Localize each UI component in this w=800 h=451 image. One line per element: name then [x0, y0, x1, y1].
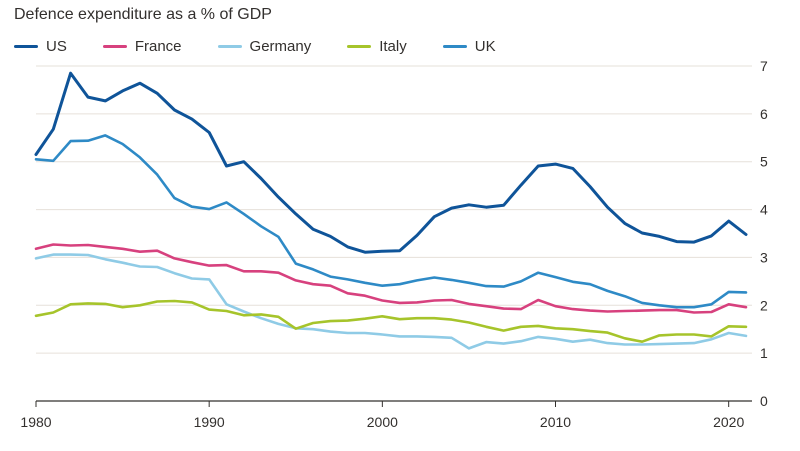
- series-line-france: [34, 243, 748, 314]
- y-tick-label: 7: [760, 58, 768, 74]
- series-lines: [34, 71, 748, 350]
- x-tick-label: 2020: [713, 414, 744, 430]
- legend-item-uk: UK: [442, 38, 496, 55]
- grid-lines: [36, 65, 752, 402]
- y-tick-label: 6: [760, 106, 768, 122]
- legend-label: Germany: [249, 38, 312, 55]
- legend-item-germany: Germany: [217, 38, 312, 55]
- y-tick-label: 2: [760, 297, 768, 313]
- y-tick-label: 0: [760, 393, 768, 409]
- x-tick-label: 2000: [367, 414, 398, 430]
- series-line-italy: [34, 299, 748, 344]
- legend-label: US: [46, 38, 67, 55]
- legend-item-france: France: [102, 38, 182, 55]
- y-tick-label: 4: [760, 202, 768, 218]
- x-tick-label: 1990: [194, 414, 225, 430]
- series-line-uk: [34, 134, 748, 309]
- legend-swatch: [347, 45, 372, 48]
- x-axis: 1980 1990 2000 2010 2020: [20, 401, 744, 430]
- legend-label: Italy: [379, 38, 407, 55]
- x-tick-label: 2010: [540, 414, 571, 430]
- y-tick-label: 3: [760, 249, 768, 265]
- legend-label: UK: [474, 38, 496, 55]
- chart-title: Defence expenditure as a % of GDP: [14, 6, 272, 23]
- y-tick-label: 1: [760, 345, 768, 361]
- y-tick-label: 5: [760, 154, 768, 170]
- legend-swatch: [442, 45, 467, 48]
- legend-swatch: [102, 45, 127, 48]
- x-tick-label: 1980: [20, 414, 51, 430]
- series-line-germany: [34, 253, 748, 350]
- legend-label: France: [134, 38, 182, 55]
- y-axis-labels: 0 1 2 3 4 5 6 7: [760, 58, 768, 409]
- legend-item-italy: Italy: [347, 38, 407, 55]
- legend-swatch: [14, 45, 38, 48]
- series-line-us: [34, 71, 748, 254]
- legend: US France Germany Italy UK: [14, 38, 532, 55]
- legend-item-us: US: [14, 38, 67, 55]
- legend-swatch: [217, 45, 242, 48]
